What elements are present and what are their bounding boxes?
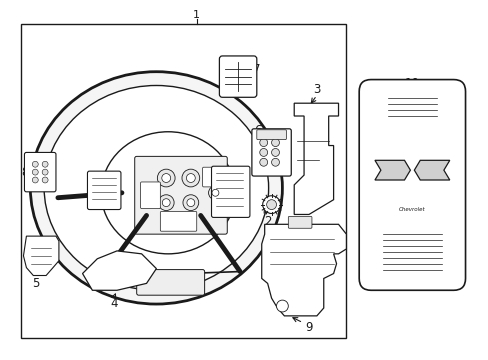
- Text: 9: 9: [305, 321, 312, 334]
- Text: 2: 2: [264, 215, 271, 228]
- Circle shape: [212, 189, 219, 196]
- Polygon shape: [261, 224, 346, 316]
- Polygon shape: [23, 236, 59, 275]
- FancyBboxPatch shape: [141, 182, 160, 208]
- Circle shape: [266, 200, 276, 210]
- Circle shape: [271, 148, 279, 156]
- Text: 8: 8: [21, 166, 29, 179]
- Polygon shape: [413, 160, 449, 180]
- Text: Chevrolet: Chevrolet: [398, 207, 425, 212]
- Polygon shape: [82, 251, 156, 290]
- Circle shape: [208, 186, 222, 200]
- FancyBboxPatch shape: [211, 166, 249, 217]
- FancyBboxPatch shape: [251, 129, 291, 176]
- Circle shape: [162, 199, 170, 207]
- Circle shape: [271, 139, 279, 147]
- FancyBboxPatch shape: [24, 152, 56, 192]
- Circle shape: [182, 169, 199, 187]
- Text: 5: 5: [33, 277, 40, 290]
- Circle shape: [262, 196, 280, 213]
- Ellipse shape: [44, 85, 268, 290]
- Circle shape: [183, 195, 198, 211]
- Circle shape: [259, 158, 267, 166]
- Circle shape: [186, 174, 195, 183]
- FancyBboxPatch shape: [160, 212, 196, 231]
- FancyBboxPatch shape: [87, 171, 121, 210]
- Circle shape: [186, 199, 194, 207]
- Text: 7: 7: [252, 63, 260, 76]
- Circle shape: [259, 139, 267, 147]
- Text: 6: 6: [254, 124, 261, 137]
- FancyBboxPatch shape: [202, 167, 226, 187]
- Circle shape: [271, 158, 279, 166]
- Circle shape: [42, 169, 48, 175]
- Circle shape: [32, 169, 38, 175]
- Ellipse shape: [30, 72, 282, 304]
- FancyBboxPatch shape: [137, 270, 204, 295]
- Circle shape: [42, 177, 48, 183]
- Text: 3: 3: [312, 83, 320, 96]
- Circle shape: [32, 177, 38, 183]
- Ellipse shape: [101, 132, 235, 254]
- FancyBboxPatch shape: [219, 56, 256, 97]
- Text: 4: 4: [110, 297, 118, 310]
- Text: 1: 1: [193, 10, 200, 19]
- Circle shape: [32, 161, 38, 167]
- Polygon shape: [294, 103, 338, 215]
- Polygon shape: [374, 160, 409, 180]
- Circle shape: [157, 169, 175, 187]
- Bar: [21, 24, 346, 338]
- FancyBboxPatch shape: [359, 80, 465, 290]
- FancyBboxPatch shape: [256, 130, 286, 140]
- Circle shape: [259, 148, 267, 156]
- Circle shape: [276, 300, 288, 312]
- FancyBboxPatch shape: [135, 156, 227, 234]
- Circle shape: [162, 174, 170, 183]
- Circle shape: [158, 195, 174, 211]
- Text: 10: 10: [404, 77, 419, 90]
- Circle shape: [42, 161, 48, 167]
- FancyBboxPatch shape: [288, 216, 311, 228]
